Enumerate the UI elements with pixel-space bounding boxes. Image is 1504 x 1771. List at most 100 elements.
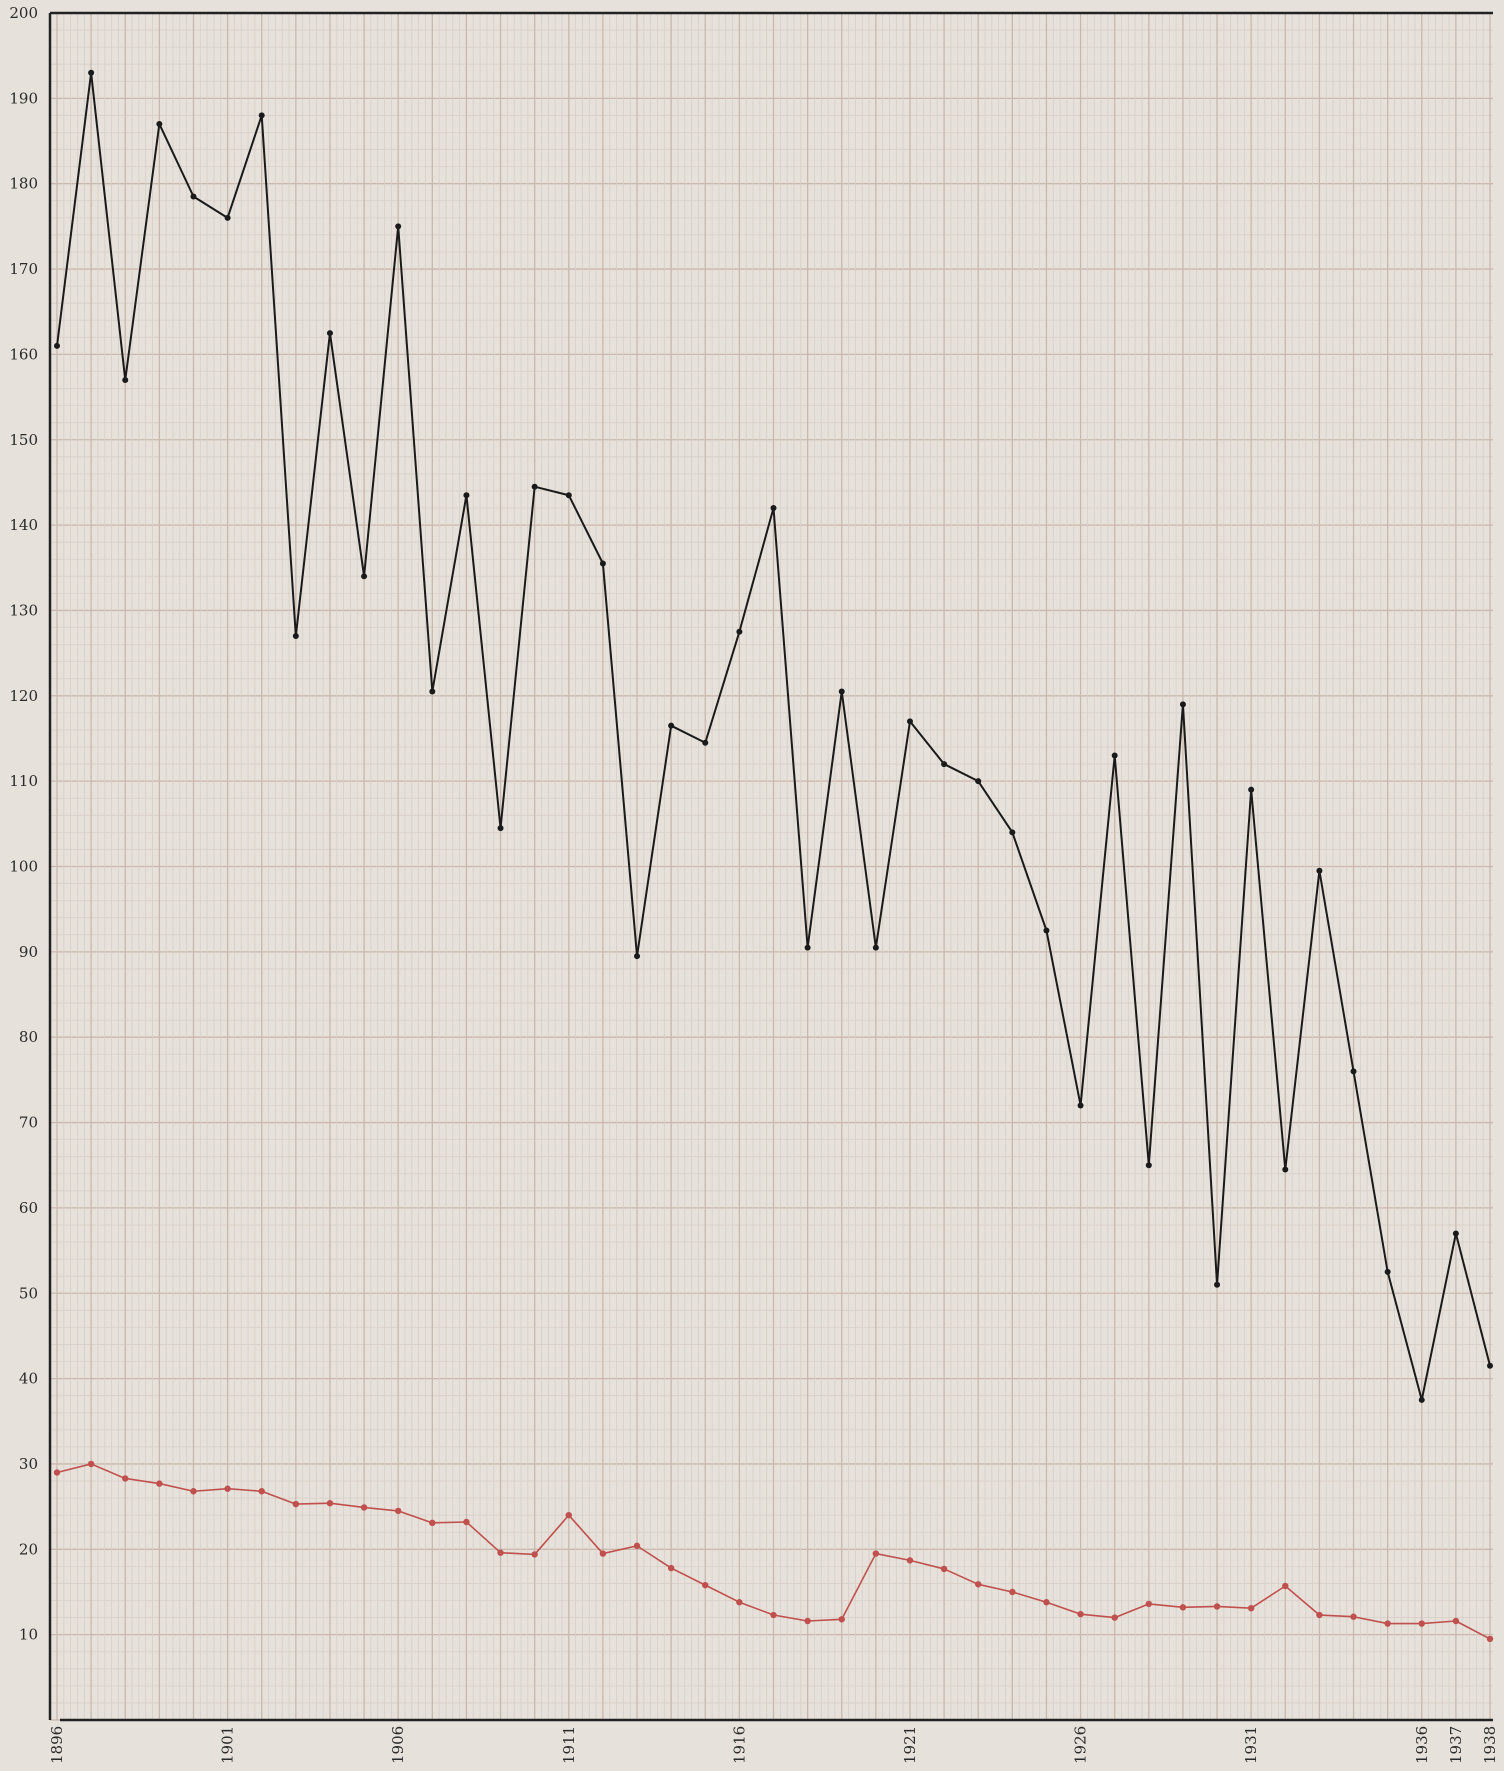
y-tick-label: 10	[19, 1626, 38, 1644]
series-1-point	[54, 342, 60, 349]
y-tick-label: 40	[19, 1370, 38, 1388]
series-2-point	[1213, 1603, 1221, 1610]
y-tick-label: 130	[9, 601, 38, 619]
y-tick-label: 70	[19, 1114, 38, 1132]
series-1-point	[736, 628, 743, 635]
series-2-point	[702, 1581, 709, 1589]
series-2-point	[1077, 1610, 1084, 1618]
series-1-point	[1111, 752, 1118, 759]
series-2-point	[53, 1469, 61, 1476]
series-2-point	[1282, 1582, 1289, 1590]
series-1-point	[1316, 867, 1323, 874]
y-tick-label: 110	[9, 772, 38, 790]
grid	[50, 12, 1493, 1721]
y-tick-label: 100	[9, 858, 38, 876]
series-1-point	[1179, 701, 1186, 708]
y-tick-label: 90	[19, 943, 38, 961]
series-1-point	[1452, 1230, 1459, 1237]
series-1-point	[1077, 1102, 1084, 1109]
series-2-point	[1384, 1620, 1391, 1627]
series-1-point	[292, 633, 299, 640]
series-1-point	[395, 223, 402, 230]
series-1-point	[361, 573, 368, 580]
series-2-point	[804, 1617, 811, 1625]
series-1-point	[668, 722, 675, 729]
series-2-point	[1452, 1617, 1460, 1625]
y-tick-label: 190	[9, 89, 38, 107]
series-1-point	[531, 483, 538, 490]
y-tick-label: 150	[9, 431, 38, 449]
series-2-point	[87, 1460, 95, 1468]
series-1-point	[702, 739, 709, 746]
y-tick-label: 30	[19, 1455, 38, 1473]
y-tick-label: 60	[19, 1199, 38, 1217]
series-1-point	[190, 193, 197, 200]
series-1-point	[565, 492, 572, 499]
series-2-point	[633, 1542, 641, 1550]
x-tick-label: 1938	[1481, 1726, 1499, 1764]
series-1-point	[326, 330, 333, 337]
series-2-point	[1009, 1588, 1016, 1596]
y-tick-label: 50	[19, 1284, 38, 1302]
series-2-point	[1418, 1620, 1425, 1627]
series-1-point	[838, 688, 845, 695]
x-tick-label: 1936	[1413, 1726, 1431, 1764]
series-2-point	[1316, 1611, 1323, 1619]
series-2-point	[122, 1475, 129, 1482]
x-tick-label: 1921	[901, 1726, 919, 1764]
series-1-point	[224, 214, 231, 221]
series-1-point	[1145, 1162, 1152, 1169]
y-tick-label: 170	[9, 260, 38, 278]
y-tick-label: 200	[9, 4, 38, 22]
y-tick-label: 80	[19, 1028, 38, 1046]
series-2-point	[394, 1507, 402, 1515]
series-1-point	[804, 944, 811, 951]
series-2-point	[599, 1550, 607, 1557]
series-2-point	[940, 1565, 948, 1573]
y-tick-label: 140	[9, 516, 38, 534]
x-tick-labels: 1896 1901 1906 1911 1916 1921 1926 1931 1936 1937…	[48, 1726, 1499, 1764]
series-2-point	[838, 1616, 845, 1623]
series-2-point	[1111, 1614, 1118, 1621]
series-1-point	[975, 778, 982, 785]
series-1-point	[463, 492, 470, 499]
series-2-point	[1179, 1604, 1187, 1611]
y-tick-label: 160	[9, 345, 38, 363]
y-tick-label: 20	[19, 1540, 38, 1558]
x-tick-label: 1937	[1447, 1726, 1465, 1764]
series-2-point	[190, 1488, 197, 1495]
x-tick-label: 1896	[48, 1726, 66, 1764]
x-tick-label: 1906	[389, 1726, 407, 1764]
axes	[48, 11, 1493, 1722]
series-2-point	[770, 1611, 777, 1619]
x-tick-label: 1911	[560, 1726, 578, 1764]
series-1-point	[634, 953, 641, 960]
series-2-point	[975, 1581, 982, 1588]
series-1-point	[1350, 1068, 1357, 1075]
series-1-point	[1487, 1362, 1493, 1369]
x-tick-label: 1916	[730, 1726, 748, 1764]
series-2-point	[667, 1564, 675, 1572]
series-2-point	[156, 1480, 163, 1487]
series-1-point	[872, 944, 879, 951]
series-2-point	[1043, 1599, 1050, 1606]
series-1-point	[122, 377, 129, 384]
series-1-point	[1418, 1396, 1425, 1403]
series-2-point	[497, 1549, 504, 1556]
series-2-point	[565, 1511, 572, 1519]
series-1-point	[1009, 829, 1016, 836]
series-1-point	[770, 505, 777, 512]
series-2-point	[531, 1551, 538, 1558]
series-1-point	[497, 825, 504, 832]
series-1-point	[1043, 927, 1050, 934]
series-2-point	[872, 1550, 880, 1557]
series-1-point	[88, 69, 95, 76]
series-2-point	[224, 1485, 231, 1492]
series-1-point	[258, 112, 265, 119]
series-1-point	[906, 718, 913, 725]
x-tick-label: 1931	[1242, 1726, 1260, 1764]
series-2-point	[1247, 1604, 1255, 1612]
series-2-point	[736, 1599, 743, 1606]
